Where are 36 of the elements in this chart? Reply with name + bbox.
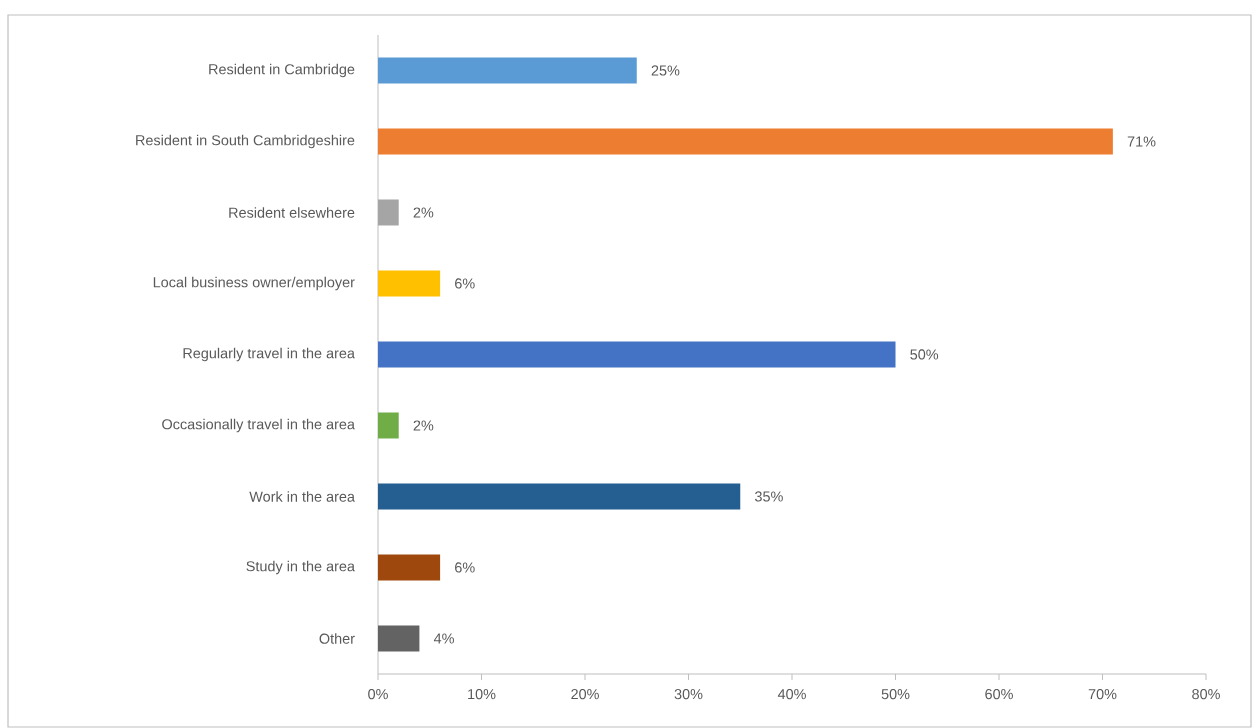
x-tick-label: 10% (468, 689, 496, 700)
y-tick-label: Regularly travel in the area (183, 347, 355, 362)
bar (378, 625, 420, 652)
data-label: 2% (413, 207, 434, 218)
bar (378, 199, 399, 226)
data-label: 71% (1127, 136, 1156, 147)
bar (378, 483, 741, 510)
x-tick-label: 50% (881, 689, 910, 700)
data-label: 50% (910, 349, 939, 360)
bar (378, 270, 441, 297)
y-tick-label: Resident in South Cambridgeshire (136, 134, 355, 149)
data-label: 6% (455, 562, 475, 573)
data-label: 4% (433, 633, 454, 644)
y-tick-label: Other (319, 633, 355, 644)
y-tick-label: Resident elsewhere (229, 207, 355, 218)
x-tick-label: 80% (1192, 689, 1220, 700)
y-tick-label: Occasionally travel in the area (162, 418, 355, 433)
bar (378, 412, 399, 439)
bar (378, 128, 1113, 155)
x-tick-label: 70% (1088, 689, 1117, 700)
data-label: 25% (651, 65, 680, 76)
y-tick-label: Study in the area (246, 560, 355, 575)
x-tick-label: 0% (368, 689, 388, 700)
bar (378, 57, 637, 84)
data-label: 35% (755, 491, 783, 502)
x-tick-label: 40% (777, 689, 806, 700)
x-tick-label: 20% (571, 689, 599, 700)
y-tick-label: Local business owner/employer (153, 276, 355, 291)
x-tick-label: 30% (674, 689, 703, 700)
y-tick-label: Resident in Cambridge (209, 63, 355, 78)
y-tick-label: Work in the area (249, 491, 355, 502)
data-label: 2% (413, 420, 434, 431)
data-label: 6% (455, 278, 475, 289)
x-tick-label: 60% (985, 689, 1013, 700)
bar (378, 341, 896, 368)
bar (378, 554, 441, 581)
